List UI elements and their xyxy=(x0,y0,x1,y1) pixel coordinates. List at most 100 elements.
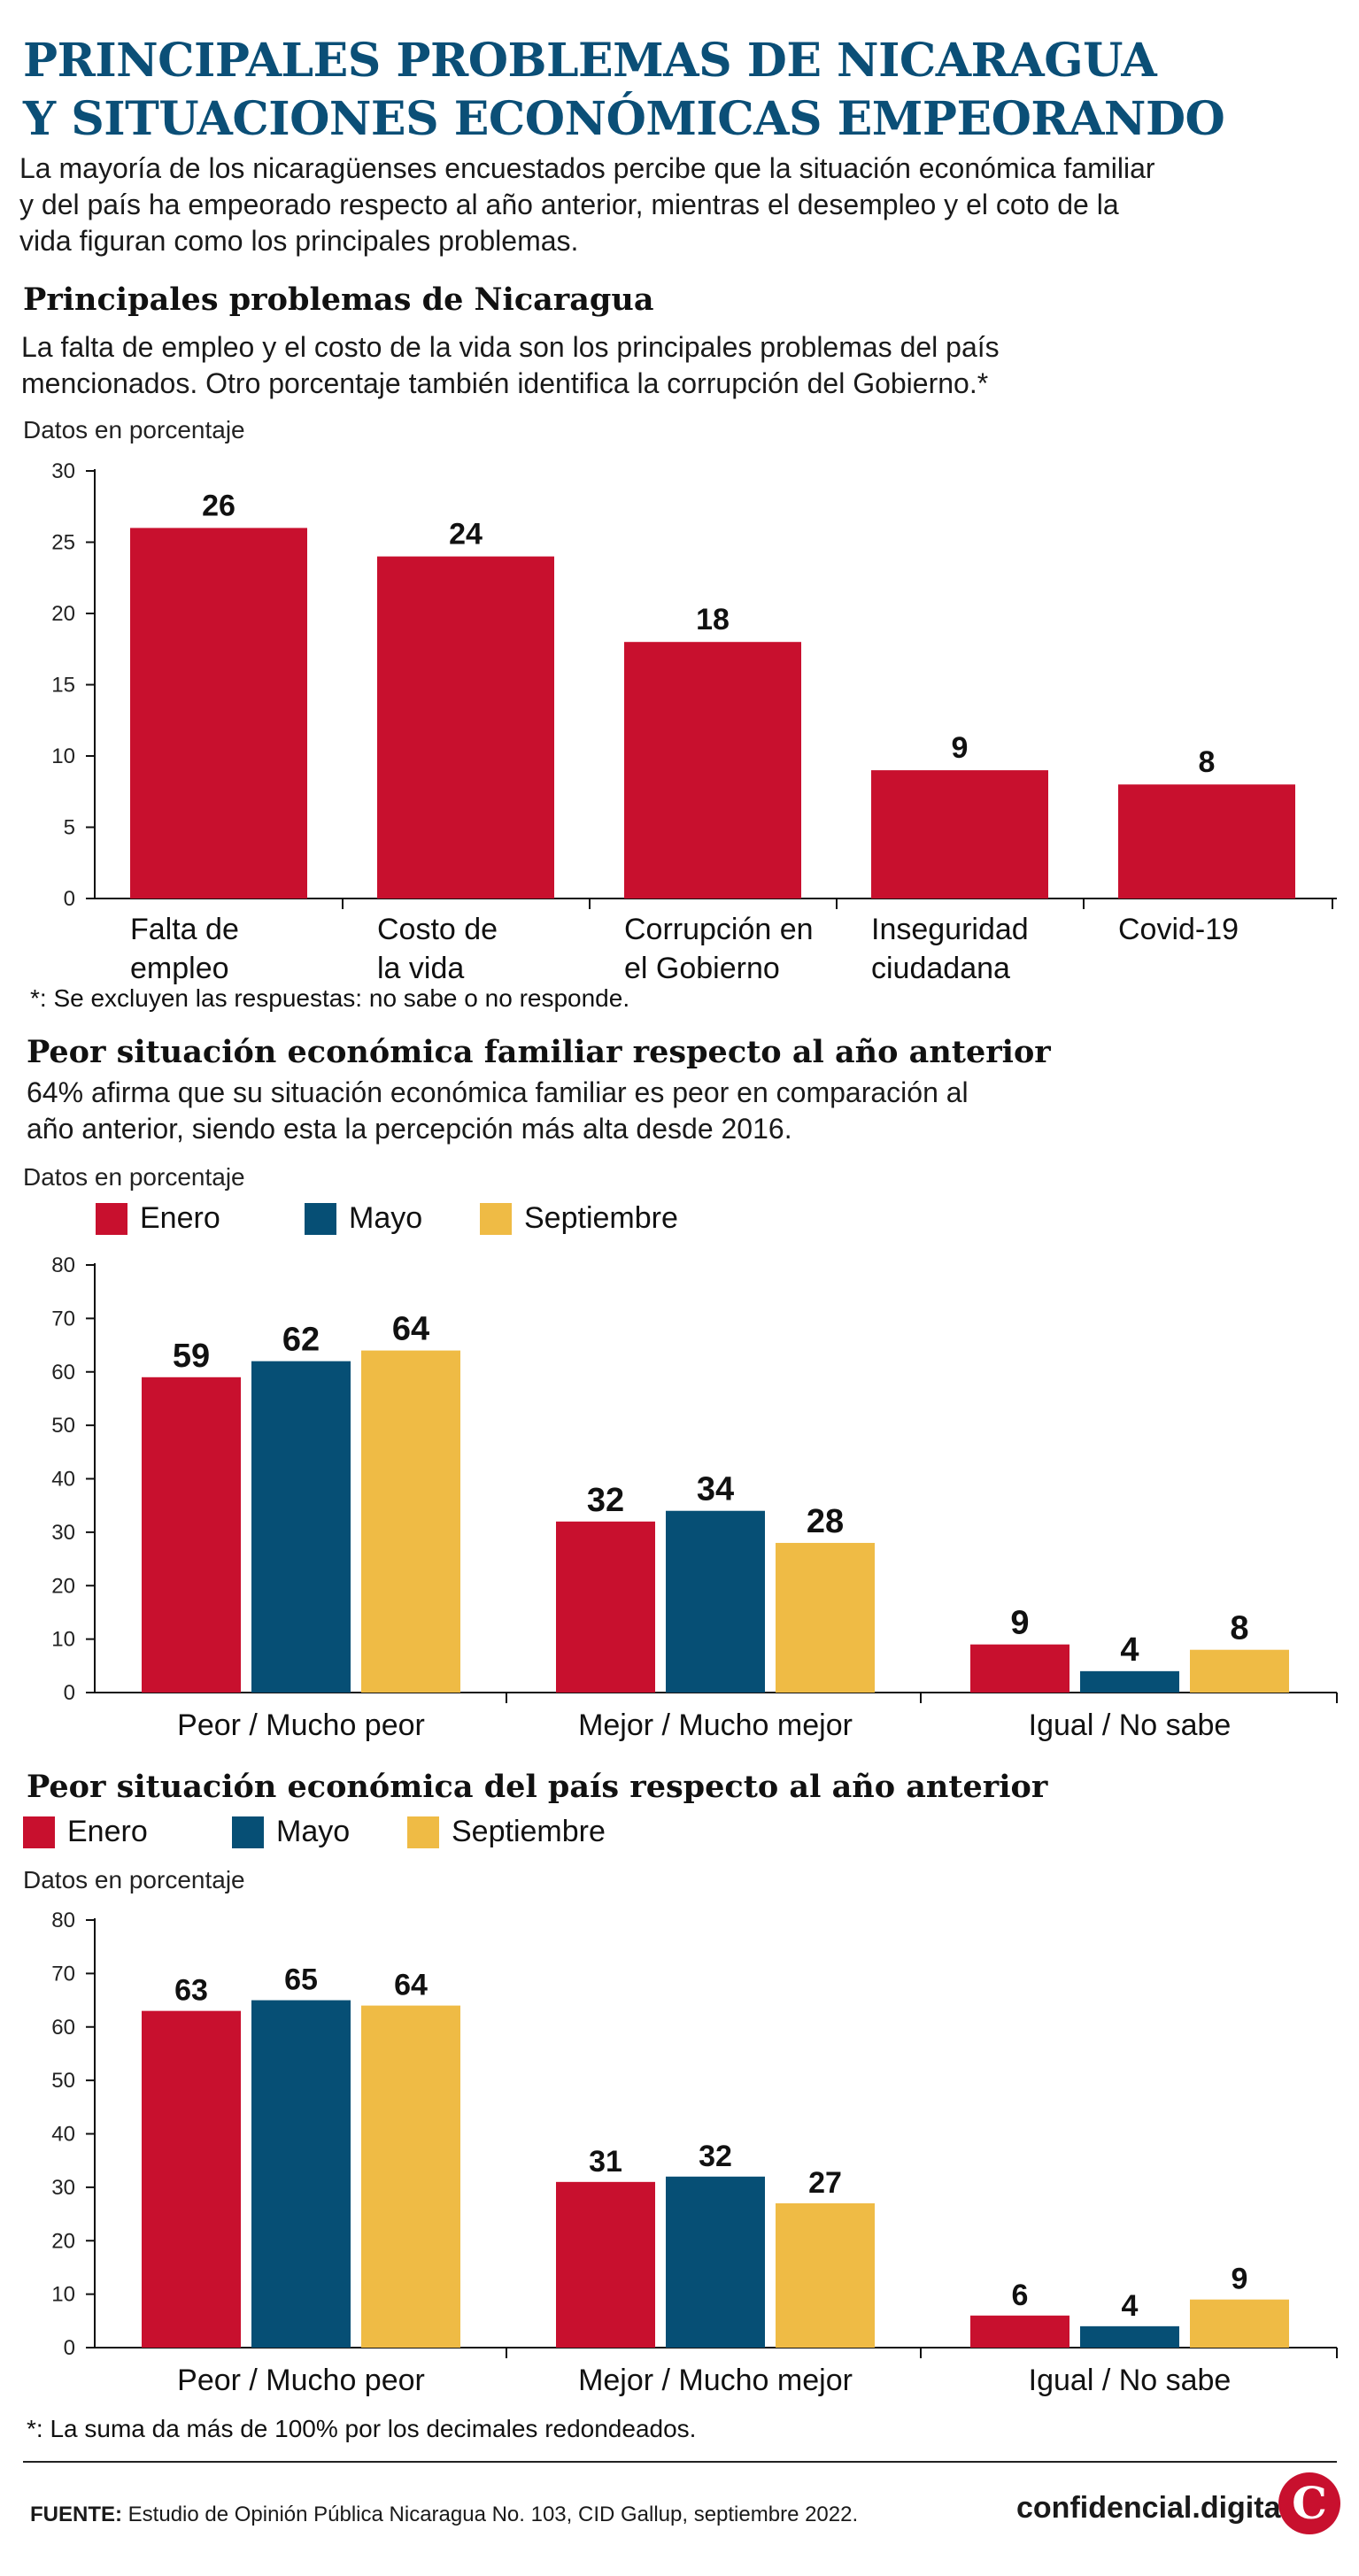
bar-corrupcion-en-el-gobierno xyxy=(624,642,801,899)
bar-covid-19 xyxy=(1118,784,1295,899)
source-text: Estudio de Opinión Pública Nicaragua No.… xyxy=(122,2503,859,2526)
bar-septiembre-peor-mucho-peor xyxy=(361,2005,460,2348)
y-tick-label: 30 xyxy=(51,1521,75,1545)
bar-septiembre-mejor-mucho-mejor xyxy=(776,1542,875,1693)
bar-mayo-igual-no-sabe xyxy=(1080,2325,1179,2348)
main-title-line-2: Y SITUACIONES ECONÓMICAS EMPEORANDO xyxy=(23,92,1225,146)
data-label: 64 xyxy=(394,1969,428,2002)
y-tick-label: 0 xyxy=(64,2336,75,2360)
section2-subtitle-line-1: 64% afirma que su situación económica fa… xyxy=(27,1076,969,1108)
y-tick-label: 70 xyxy=(51,1962,75,1986)
section2-subtitle: 64% afirma que su situación económica fa… xyxy=(27,1075,969,1147)
data-label: 6 xyxy=(1012,2279,1029,2312)
y-tick-label: 10 xyxy=(51,2283,75,2307)
intro-line-2: y del país ha empeorado respecto al año … xyxy=(19,189,1119,220)
bar-septiembre-mejor-mucho-mejor xyxy=(776,2202,875,2348)
legend-swatch-enero xyxy=(23,1816,55,1848)
legend-item-septiembre: Septiembre xyxy=(407,1815,606,1849)
x-tick-label: el Gobierno xyxy=(624,952,780,985)
section1-footnote: *: Se excluyen las respuestas: no sabe o… xyxy=(30,984,630,1012)
bar-septiembre-peor-mucho-peor xyxy=(361,1350,460,1693)
legend-item-mayo: Mayo xyxy=(232,1815,407,1849)
data-label: 27 xyxy=(808,2166,842,2200)
y-tick-label: 80 xyxy=(51,1253,75,1277)
x-tick-label: ciudadana xyxy=(871,952,1010,985)
y-tick-label: 10 xyxy=(51,1628,75,1652)
y-tick-label: 50 xyxy=(51,1414,75,1438)
data-label: 9 xyxy=(952,731,969,765)
data-label: 18 xyxy=(696,603,730,636)
legend-swatch-mayo xyxy=(232,1816,264,1848)
data-label: 9 xyxy=(1232,2263,1248,2296)
y-tick-label: 0 xyxy=(64,887,75,911)
x-tick-label: Inseguridad xyxy=(871,913,1029,946)
bar-enero-igual-no-sabe xyxy=(970,1644,1069,1693)
bar-inseguridad-ciudadana xyxy=(871,770,1048,899)
section2-subtitle-line-2: año anterior, siendo esta la percepción … xyxy=(27,1113,792,1145)
data-label: 28 xyxy=(807,1503,844,1540)
section1-subtitle-line-2: mencionados. Otro porcentaje también ide… xyxy=(21,367,989,399)
y-tick-label: 0 xyxy=(64,1681,75,1705)
x-tick-label: Mejor / Mucho mejor xyxy=(578,2364,853,2397)
y-tick-label: 80 xyxy=(51,1909,75,1932)
legend-item-mayo: Mayo xyxy=(305,1201,480,1236)
legend-label-enero: Enero xyxy=(67,1815,148,1848)
section1-title: Principales problemas de Nicaragua xyxy=(23,282,654,318)
data-label: 31 xyxy=(589,2145,622,2179)
source-credit: FUENTE: Estudio de Opinión Pública Nicar… xyxy=(30,2503,858,2527)
y-tick-label: 25 xyxy=(51,531,75,555)
x-tick-label: Mejor / Mucho mejor xyxy=(578,1708,853,1742)
x-tick-label: Falta de xyxy=(130,913,239,946)
y-tick-label: 20 xyxy=(51,602,75,626)
section2-legend: Enero Mayo Septiembre xyxy=(96,1201,678,1236)
data-label: 4 xyxy=(1120,1631,1139,1669)
x-tick-label: Peor / Mucho peor xyxy=(177,2364,425,2397)
x-tick-label: empleo xyxy=(130,952,229,985)
brand-name[interactable]: confidencial.digital xyxy=(1016,2491,1289,2525)
bar-costo-de-la-vida xyxy=(377,556,554,899)
data-label: 63 xyxy=(174,1974,208,2008)
data-label: 8 xyxy=(1230,1610,1248,1647)
y-tick-label: 20 xyxy=(51,2229,75,2253)
y-tick-label: 30 xyxy=(51,459,75,483)
section3-footnote: *: La suma da más de 100% por los decima… xyxy=(27,2415,697,2442)
bar-mayo-igual-no-sabe xyxy=(1080,1670,1179,1693)
data-label: 8 xyxy=(1199,745,1216,779)
legend-item-enero: Enero xyxy=(23,1815,232,1849)
data-label: 59 xyxy=(173,1338,210,1375)
bar-enero-peor-mucho-peor xyxy=(142,1377,241,1693)
bar-falta-de-empleo xyxy=(130,528,307,899)
x-tick-label: Corrupción en xyxy=(624,913,814,946)
intro-text: La mayoría de los nicaragüenses encuesta… xyxy=(19,150,1330,259)
section2-unit-label: Datos en porcentaje xyxy=(23,1163,245,1191)
family-economy-bar-chart: 0 10 20 30 40 50 60 70 80 59 62 64 Peor / Mucho peor… xyxy=(51,1253,1338,1742)
data-label: 62 xyxy=(282,1322,320,1359)
data-label: 64 xyxy=(392,1311,429,1348)
data-label: 26 xyxy=(202,489,236,522)
section3-legend: Enero Mayo Septiembre xyxy=(23,1815,606,1849)
section1-unit-label: Datos en porcentaje xyxy=(23,416,245,443)
bar-enero-peor-mucho-peor xyxy=(142,2010,241,2348)
section3-title: Peor situación económica del país respec… xyxy=(27,1769,1048,1805)
bar-enero-mejor-mucho-mejor xyxy=(556,2181,655,2348)
data-label: 24 xyxy=(449,518,483,551)
data-label: 9 xyxy=(1010,1605,1029,1642)
problems-bar-chart: 0 5 10 15 20 25 30 26 Falta de empleo 24 Costo de la… xyxy=(51,459,1337,985)
bar-mayo-peor-mucho-peor xyxy=(251,2000,351,2348)
y-tick-label: 40 xyxy=(51,2123,75,2147)
x-tick-label: Costo de xyxy=(377,913,498,946)
main-title-line-1: PRINCIPALES PROBLEMAS DE NICARAGUA xyxy=(23,34,1157,88)
legend-item-enero: Enero xyxy=(96,1201,305,1236)
bar-septiembre-igual-no-sabe xyxy=(1190,1649,1289,1693)
y-tick-label: 70 xyxy=(51,1307,75,1330)
y-tick-label: 60 xyxy=(51,1361,75,1384)
main-title: PRINCIPALES PROBLEMAS DE NICARAGUA Y SIT… xyxy=(23,32,1333,149)
bar-septiembre-igual-no-sabe xyxy=(1190,2299,1289,2348)
data-label: 4 xyxy=(1122,2289,1139,2323)
confidencial-logo-icon: C xyxy=(1278,2472,1340,2534)
legend-swatch-mayo xyxy=(305,1202,336,1235)
data-label: 65 xyxy=(284,1963,318,1997)
x-tick-label: la vida xyxy=(377,952,464,985)
bar-mayo-mejor-mucho-mejor xyxy=(666,2176,765,2348)
